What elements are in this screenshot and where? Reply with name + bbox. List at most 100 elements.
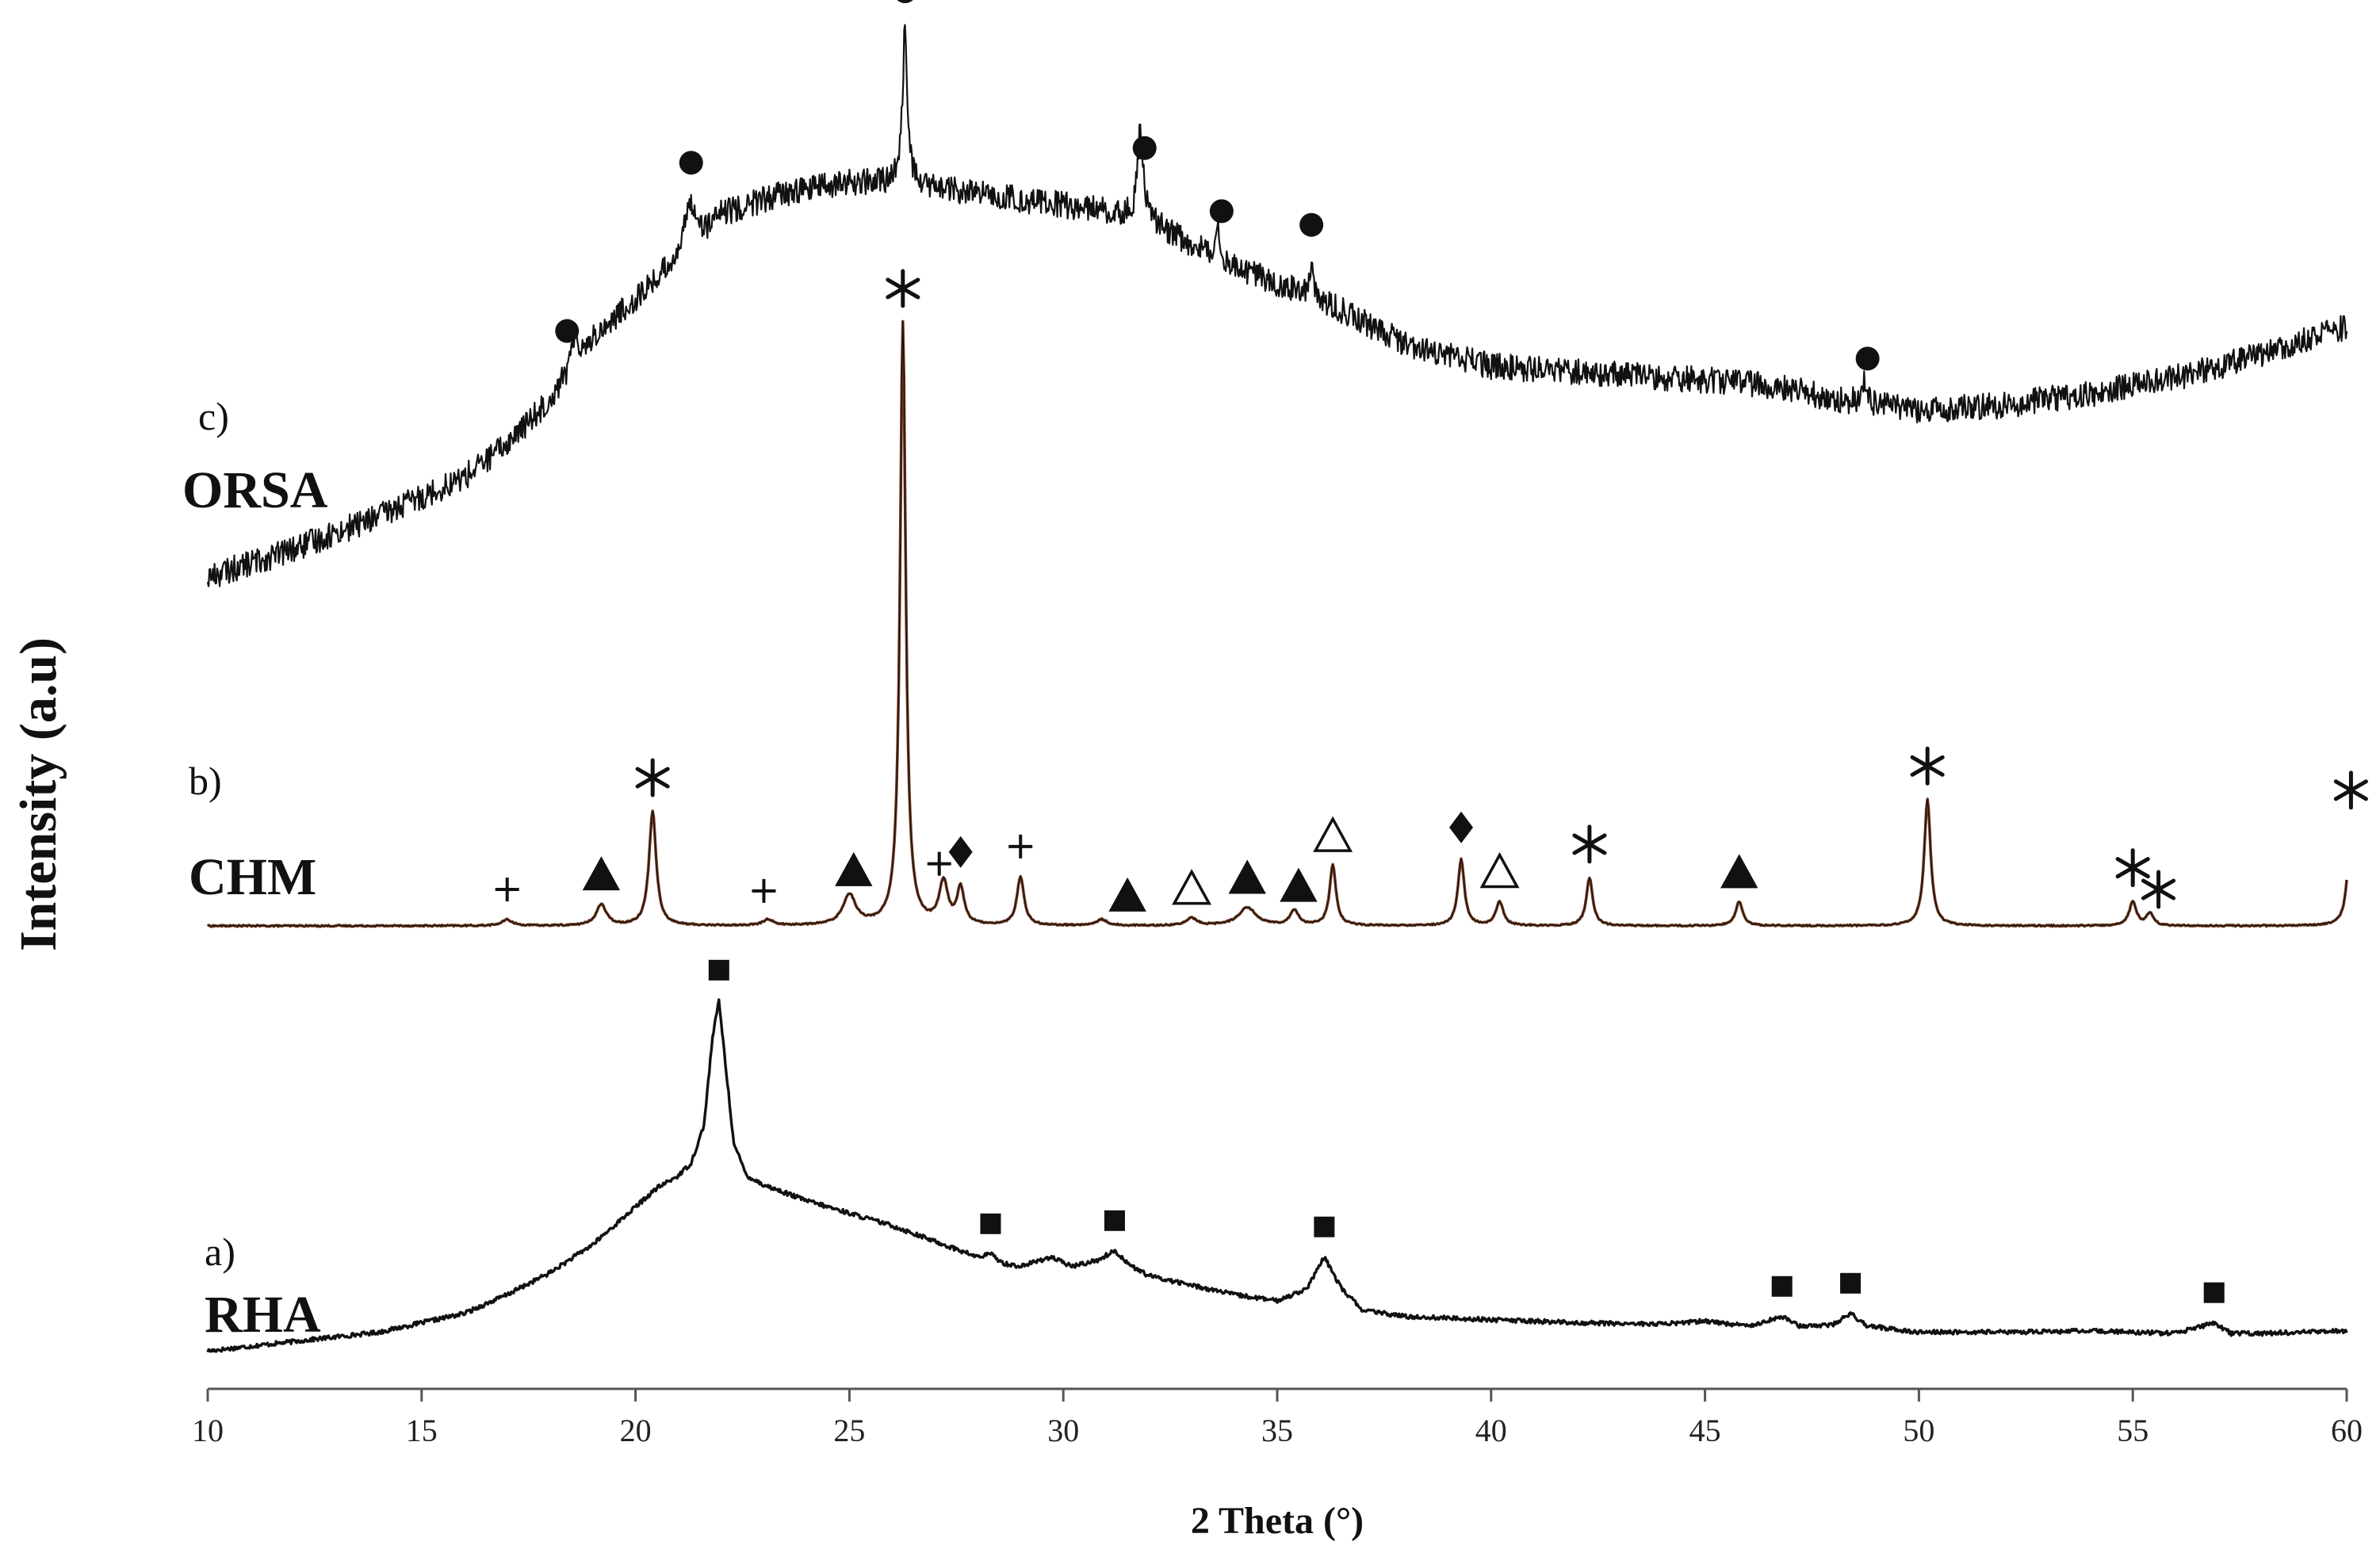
circle-marker — [555, 319, 580, 343]
x-tick-label: 45 — [1689, 1413, 1721, 1448]
peak-marker-orsa-5 — [1299, 212, 1324, 237]
x-tick-label: 50 — [1903, 1413, 1934, 1448]
series-line-orsa — [206, 24, 2348, 587]
open-triangle-marker — [1479, 851, 1520, 889]
peak-marker-orsa-0 — [555, 319, 580, 343]
peak-marker-rha-0 — [708, 959, 729, 981]
peak-marker-rha-1 — [980, 1213, 1001, 1234]
peak-marker-chm-13 — [1313, 816, 1353, 852]
peak-marker-rha-4 — [1771, 1276, 1793, 1297]
peak-marker-chm-6 — [927, 851, 951, 876]
circle-marker — [1855, 346, 1880, 371]
peak-marker-layer — [495, 0, 2368, 1303]
x-tick-label: 20 — [620, 1413, 652, 1448]
asterisk-marker-arm — [2141, 887, 2161, 901]
asterisk-marker-arm — [1925, 763, 1945, 777]
square-marker — [2203, 1282, 2225, 1303]
asterisk-marker-arm — [886, 286, 905, 300]
peak-marker-chm-21 — [2333, 771, 2368, 810]
asterisk-marker-arm — [1572, 842, 1592, 855]
asterisk-marker-arm — [2141, 878, 2161, 892]
x-tick-label: 40 — [1475, 1413, 1507, 1448]
peak-marker-chm-10 — [1172, 869, 1212, 905]
asterisk-marker-arm — [650, 775, 670, 789]
peak-marker-chm-16 — [1572, 824, 1607, 864]
diamond-marker — [1449, 811, 1474, 843]
peak-marker-orsa-1 — [679, 151, 703, 175]
peak-marker-orsa-3 — [1132, 136, 1157, 160]
asterisk-marker-arm — [1910, 763, 1930, 777]
circle-marker — [1209, 199, 1234, 224]
square-marker — [1314, 1216, 1335, 1237]
series-name-rha: RHA — [205, 1286, 321, 1344]
x-tick-label: 60 — [2331, 1413, 2363, 1448]
peak-marker-chm-3 — [752, 878, 776, 903]
x-tick-label: 25 — [833, 1413, 865, 1448]
peak-marker-chm-12 — [1280, 867, 1318, 902]
asterisk-marker-arm — [2348, 788, 2368, 801]
peak-marker-rha-5 — [1840, 1272, 1862, 1294]
filled-triangle-marker — [582, 856, 621, 891]
asterisk-marker-arm — [901, 286, 920, 300]
peak-marker-chm-8 — [1008, 834, 1033, 859]
asterisk-marker-arm — [635, 775, 655, 789]
peak-marker-chm-19 — [2115, 848, 2150, 888]
series-layer — [206, 24, 2348, 1353]
series-tag-rha: a) — [205, 1230, 235, 1274]
asterisk-marker-arm — [1910, 755, 1930, 768]
asterisk-marker-arm — [2156, 878, 2176, 892]
y-axis-title: Intensity (a.u) — [10, 637, 67, 951]
asterisk-marker-arm — [635, 767, 655, 780]
peak-marker-chm-7 — [948, 836, 973, 868]
peak-marker-chm-2 — [635, 758, 670, 797]
x-axis-title: 2 Theta (°) — [1191, 1500, 1364, 1542]
asterisk-marker-arm — [901, 277, 920, 291]
peak-marker-chm-1 — [582, 856, 621, 891]
series-line-chm — [206, 319, 2348, 928]
peak-marker-chm-18 — [1910, 746, 1945, 786]
asterisk-marker-arm — [2130, 866, 2150, 879]
circle-marker — [1132, 136, 1157, 160]
peak-marker-chm-14 — [1449, 811, 1474, 843]
filled-triangle-marker — [1108, 877, 1146, 912]
circle-marker — [1299, 212, 1324, 237]
asterisk-marker-arm — [1587, 833, 1607, 847]
asterisk-marker-arm — [2130, 857, 2150, 870]
series-labels: a) RHA b) CHM c) ORSA — [182, 394, 328, 1344]
diamond-marker — [948, 836, 973, 868]
square-marker — [1104, 1210, 1125, 1231]
x-tick-label: 35 — [1261, 1413, 1293, 1448]
peak-marker-chm-15 — [1479, 851, 1520, 889]
asterisk-marker-arm — [2348, 779, 2368, 793]
asterisk-marker-arm — [650, 767, 670, 780]
peak-marker-rha-3 — [1314, 1216, 1335, 1237]
open-triangle-marker — [1313, 816, 1353, 852]
peak-marker-orsa-6 — [1855, 346, 1880, 371]
series-tag-chm: b) — [189, 759, 222, 803]
square-marker — [1771, 1276, 1793, 1297]
asterisk-marker-arm — [1587, 842, 1607, 855]
filled-triangle-marker — [1720, 854, 1758, 889]
peak-marker-chm-11 — [1228, 859, 1266, 894]
peak-marker-orsa-2 — [897, 0, 913, 3]
peak-marker-chm-4 — [835, 851, 873, 886]
peak-marker-chm-9 — [1108, 877, 1146, 912]
x-tick-label: 30 — [1047, 1413, 1079, 1448]
asterisk-marker-arm — [1925, 755, 1945, 768]
x-tick-label: 15 — [406, 1413, 438, 1448]
asterisk-marker-arm — [2115, 866, 2135, 879]
asterisk-marker-arm — [2333, 779, 2353, 793]
series-tag-orsa: c) — [198, 394, 229, 438]
series-line-core-chm — [207, 321, 2347, 927]
open-triangle-marker — [1172, 869, 1212, 905]
filled-triangle-marker — [1280, 867, 1318, 902]
square-marker — [980, 1213, 1001, 1234]
filled-triangle-marker — [835, 851, 873, 886]
x-tick-label: 10 — [192, 1413, 224, 1448]
asterisk-marker-arm — [2156, 887, 2176, 901]
peak-marker-orsa-4 — [1209, 199, 1234, 224]
peak-marker-chm-20 — [2141, 870, 2176, 909]
peak-marker-rha-6 — [2203, 1282, 2225, 1303]
filled-triangle-marker — [1228, 859, 1266, 894]
